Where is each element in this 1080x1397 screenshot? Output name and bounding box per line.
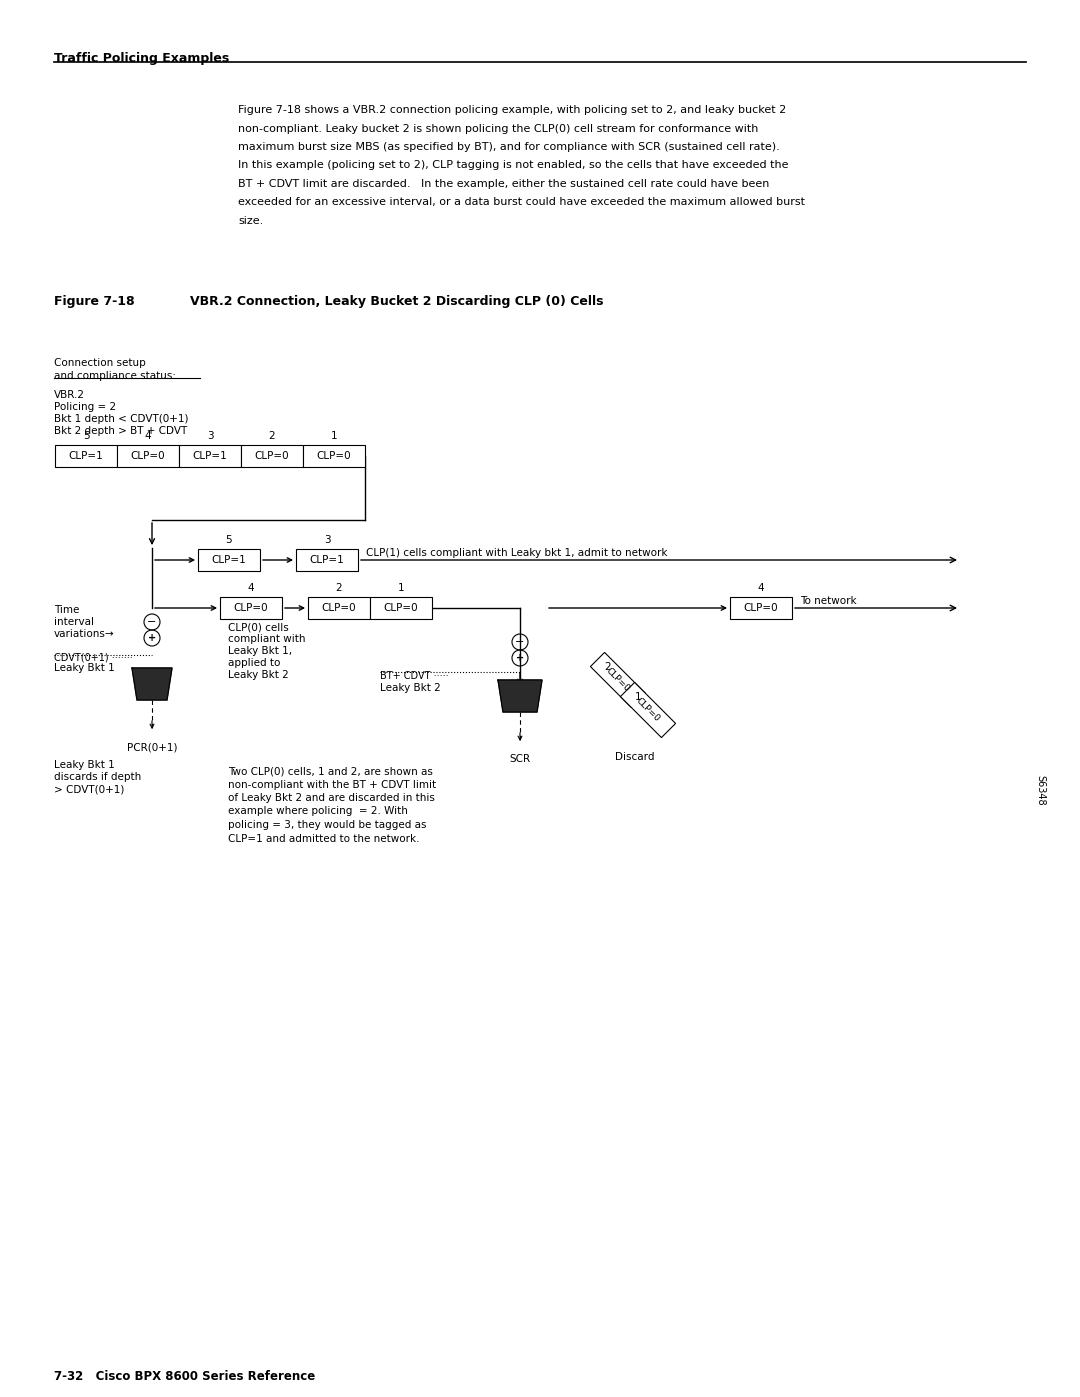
Text: 3: 3 [206,432,214,441]
Text: CLP=1: CLP=1 [310,555,345,564]
Text: 2: 2 [605,662,611,672]
Text: Figure 7-18 shows a VBR.2 connection policing example, with policing set to 2, a: Figure 7-18 shows a VBR.2 connection pol… [238,105,786,115]
Text: S6348: S6348 [1035,775,1045,805]
Text: CLP(1) cells compliant with Leaky bkt 1, admit to network: CLP(1) cells compliant with Leaky bkt 1,… [366,548,667,557]
Text: Bkt 2 depth > BT + CDVT: Bkt 2 depth > BT + CDVT [54,426,187,436]
FancyBboxPatch shape [55,446,117,467]
Text: CLP=0: CLP=0 [255,451,289,461]
Text: BT + CDVT limit are discarded.   In the example, either the sustained cell rate : BT + CDVT limit are discarded. In the ex… [238,179,769,189]
Text: size.: size. [238,217,264,226]
Text: maximum burst size MBS (as specified by BT), and for compliance with SCR (sustai: maximum burst size MBS (as specified by … [238,142,780,152]
Polygon shape [132,668,172,700]
Text: Policing = 2: Policing = 2 [54,402,117,412]
Text: CDVT(0+1) ·······: CDVT(0+1) ······· [54,652,133,664]
Text: 3: 3 [324,535,330,545]
Text: BT+ CDVT ·····: BT+ CDVT ····· [380,671,448,680]
Text: variations→: variations→ [54,629,114,638]
Text: −: − [147,617,157,627]
Text: 4: 4 [247,583,254,592]
Text: +: + [516,652,524,664]
Text: compliant with: compliant with [228,634,306,644]
Text: CLP=1 and admitted to the network.: CLP=1 and admitted to the network. [228,834,419,844]
Polygon shape [620,682,676,738]
Text: 5: 5 [226,535,232,545]
Text: Leaky Bkt 1: Leaky Bkt 1 [54,664,114,673]
Text: Leaky Bkt 2: Leaky Bkt 2 [380,683,441,693]
Text: interval: interval [54,617,94,627]
Polygon shape [591,652,646,707]
Text: 4: 4 [758,583,765,592]
FancyBboxPatch shape [117,446,179,467]
Text: Leaky Bkt 2: Leaky Bkt 2 [228,671,288,680]
FancyBboxPatch shape [308,597,370,619]
Text: Discard: Discard [616,752,654,761]
FancyBboxPatch shape [730,597,792,619]
Text: 5: 5 [83,432,90,441]
Text: applied to: applied to [228,658,281,668]
Text: CLP=1: CLP=1 [212,555,246,564]
Text: and compliance status:: and compliance status: [54,372,176,381]
Text: CLP=0: CLP=0 [604,666,632,694]
Text: CLP=0: CLP=0 [634,696,662,724]
Text: Connection setup: Connection setup [54,358,146,367]
FancyBboxPatch shape [220,597,282,619]
Text: Two CLP(0) cells, 1 and 2, are shown as: Two CLP(0) cells, 1 and 2, are shown as [228,766,433,775]
FancyBboxPatch shape [241,446,303,467]
Text: VBR.2 Connection, Leaky Bucket 2 Discarding CLP (0) Cells: VBR.2 Connection, Leaky Bucket 2 Discard… [190,295,604,307]
Text: 7-32   Cisco BPX 8600 Series Reference: 7-32 Cisco BPX 8600 Series Reference [54,1370,315,1383]
Text: CLP=0: CLP=0 [744,604,779,613]
Text: Leaky Bkt 1,: Leaky Bkt 1, [228,645,292,657]
Text: VBR.2: VBR.2 [54,390,85,400]
Text: 4: 4 [145,432,151,441]
Text: exceeded for an excessive interval, or a data burst could have exceeded the maxi: exceeded for an excessive interval, or a… [238,197,805,208]
FancyBboxPatch shape [303,446,365,467]
Text: CLP(0) cells: CLP(0) cells [228,622,288,631]
Text: Bkt 1 depth < CDVT(0+1): Bkt 1 depth < CDVT(0+1) [54,414,189,425]
Text: CLP=0: CLP=0 [383,604,418,613]
Text: discards if depth: discards if depth [54,773,141,782]
Text: 1: 1 [330,432,337,441]
Text: In this example (policing set to 2), CLP tagging is not enabled, so the cells th: In this example (policing set to 2), CLP… [238,161,788,170]
Text: policing = 3, they would be tagged as: policing = 3, they would be tagged as [228,820,427,830]
Text: CLP=1: CLP=1 [69,451,104,461]
FancyBboxPatch shape [179,446,241,467]
FancyBboxPatch shape [296,549,357,571]
Polygon shape [498,680,542,712]
Text: non-compliant with the BT + CDVT limit: non-compliant with the BT + CDVT limit [228,780,436,789]
Text: of Leaky Bkt 2 and are discarded in this: of Leaky Bkt 2 and are discarded in this [228,793,435,803]
Text: CLP=0: CLP=0 [233,604,268,613]
Text: 1: 1 [635,692,642,703]
FancyBboxPatch shape [370,597,432,619]
Text: Leaky Bkt 1: Leaky Bkt 1 [54,760,114,770]
Text: Traffic Policing Examples: Traffic Policing Examples [54,52,229,66]
Text: CLP=0: CLP=0 [322,604,356,613]
Text: SCR: SCR [510,754,530,764]
Text: CLP=0: CLP=0 [131,451,165,461]
Text: CLP=1: CLP=1 [192,451,228,461]
Text: +: + [148,633,157,643]
Text: Time: Time [54,605,79,615]
Text: > CDVT(0+1): > CDVT(0+1) [54,784,124,793]
Text: −: − [515,637,525,647]
Text: To network: To network [800,597,856,606]
Text: 2: 2 [269,432,275,441]
Text: Figure 7-18: Figure 7-18 [54,295,135,307]
FancyBboxPatch shape [198,549,260,571]
Text: PCR(0+1): PCR(0+1) [126,742,177,752]
Text: example where policing  = 2. With: example where policing = 2. With [228,806,408,816]
Text: CLP=0: CLP=0 [316,451,351,461]
Text: non-compliant. Leaky bucket 2 is shown policing the CLP(0) cell stream for confo: non-compliant. Leaky bucket 2 is shown p… [238,123,758,134]
Text: 2: 2 [336,583,342,592]
Text: 1: 1 [397,583,404,592]
